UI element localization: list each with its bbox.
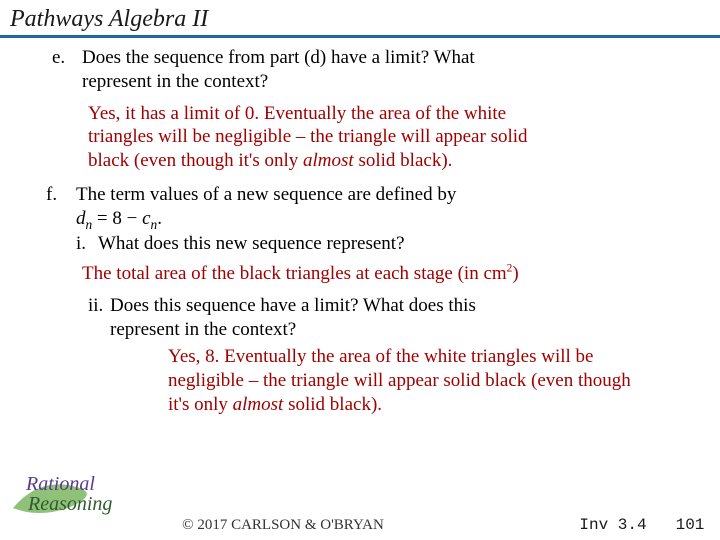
text: solid black). <box>283 394 382 415</box>
item-e-prompt: Does the sequence from part (d) have a l… <box>82 46 672 94</box>
sub-i-num: i. <box>76 232 98 256</box>
formula-cn: c <box>142 208 150 229</box>
text: triangles will be negligible – the trian… <box>88 126 528 147</box>
text: represent in the context? <box>110 319 296 340</box>
formula-eq: = 8 − <box>92 208 142 229</box>
logo-text-1: Rational <box>25 473 95 495</box>
item-f-letter: f. <box>46 183 76 256</box>
emphasis: almost <box>303 150 354 171</box>
text: Yes, it has a limit of 0. Eventually the… <box>88 103 506 124</box>
item-e: e. Does the sequence from part (d) have … <box>52 46 672 94</box>
slide-footer: © 2017 CARLSON & O'BRYAN Inv 3.4 101 <box>0 510 720 540</box>
item-f-ii: ii. Does this sequence have a limit? Wha… <box>88 294 672 342</box>
text: The total area of the black triangles at… <box>82 263 507 284</box>
item-e-answer: Yes, it has a limit of 0. Eventually the… <box>88 102 672 173</box>
text: Does this sequence have a limit? What do… <box>110 295 476 316</box>
page-number: 101 <box>660 516 720 534</box>
section-label: Inv 3.4 <box>566 516 660 534</box>
sub-ii-num: ii. <box>88 294 110 342</box>
copyright-text: © 2017 CARLSON & O'BRYAN <box>0 517 566 534</box>
text: black (even though it's only <box>88 150 303 171</box>
slide-content: e. Does the sequence from part (d) have … <box>0 38 720 417</box>
item-f: f. The term values of a new sequence are… <box>52 183 672 256</box>
emphasis: almost <box>233 394 284 415</box>
item-f-i-answer: The total area of the black triangles at… <box>82 262 672 286</box>
item-f-ii-answer: Yes, 8. Eventually the area of the white… <box>168 345 672 416</box>
item-e-letter: e. <box>52 46 82 94</box>
text: ) <box>512 263 518 284</box>
course-title: Pathways Algebra II <box>10 6 710 33</box>
text: negligible – the triangle will appear so… <box>168 370 631 391</box>
item-f-body: The term values of a new sequence are de… <box>76 183 672 256</box>
item-f-prompt: The term values of a new sequence are de… <box>76 184 456 205</box>
text: it's only <box>168 394 233 415</box>
formula-dot: . <box>157 208 162 229</box>
text: Yes, 8. Eventually the area of the white… <box>168 346 593 367</box>
sub-ii-prompt: Does this sequence have a limit? What do… <box>110 294 672 342</box>
formula-dn: d <box>76 208 86 229</box>
text: represent in the context? <box>82 71 268 92</box>
sub-i-prompt: What does this new sequence represent? <box>98 232 672 256</box>
slide-header: Pathways Algebra II <box>0 0 720 38</box>
text: solid black). <box>354 150 453 171</box>
text: Does the sequence from part (d) have a l… <box>82 47 475 68</box>
item-f-i: i. What does this new sequence represent… <box>76 232 672 256</box>
